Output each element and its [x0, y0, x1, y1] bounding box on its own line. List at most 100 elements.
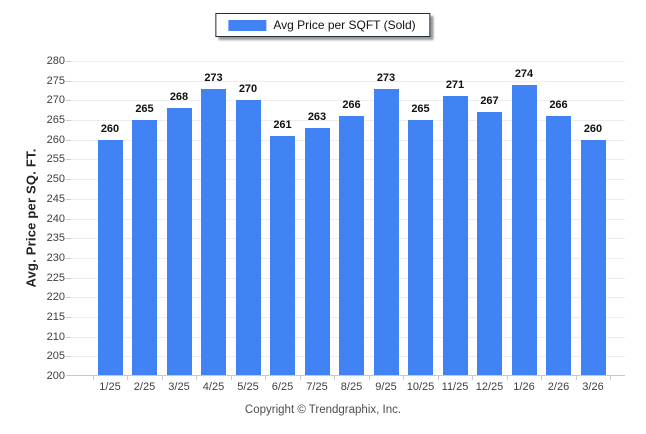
- y-axis-tick-label: 280: [46, 55, 65, 67]
- bar-value-label: 273: [376, 71, 396, 84]
- gridline: [70, 80, 625, 82]
- x-axis-tick-label: 6/25: [271, 381, 294, 393]
- bar-value-label: 265: [411, 103, 430, 116]
- bar-2/25: [132, 120, 157, 376]
- copyright-text: Copyright © Trendgraphix, Inc.: [244, 404, 402, 416]
- legend: Avg Price per SQFT (Sold): [215, 13, 431, 37]
- x-axis-line: [66, 375, 625, 376]
- y-axis-tick-label: 235: [46, 232, 65, 245]
- bar-value-label: 271: [445, 79, 465, 92]
- bar-value-label: 266: [549, 99, 568, 112]
- y-axis-tick-label: 275: [46, 74, 65, 87]
- y-axis-tick-label: 225: [46, 271, 65, 284]
- x-axis-tick-label: 10/25: [406, 381, 435, 393]
- bar-value-label: 274: [514, 67, 534, 80]
- x-tick-mark: [403, 376, 405, 380]
- y-axis-tick-label: 210: [46, 330, 65, 343]
- x-tick-mark: [368, 376, 370, 380]
- bar-5/25: [235, 100, 261, 376]
- y-axis-tick-label: 265: [46, 114, 65, 127]
- y-tick-mark: [66, 159, 71, 161]
- y-axis-tick-label: 270: [46, 94, 65, 107]
- y-tick-mark: [66, 139, 71, 141]
- y-tick-mark: [66, 120, 71, 122]
- y-axis-tick-label: 215: [46, 310, 65, 323]
- bar-value-label: 266: [342, 99, 361, 112]
- bar-6/25: [270, 135, 295, 376]
- x-axis-tick-label: 2/26: [547, 381, 570, 393]
- bar-2/26: [546, 116, 571, 376]
- x-axis-tick-label: 3/25: [168, 381, 190, 393]
- x-tick-mark: [506, 376, 508, 380]
- y-tick-mark: [66, 238, 71, 240]
- x-axis-tick-label: 9/25: [375, 381, 397, 393]
- y-tick-mark: [66, 80, 71, 82]
- legend-swatch-icon: [228, 19, 267, 31]
- y-axis-tick-label: 220: [46, 291, 65, 304]
- x-tick-mark: [92, 376, 94, 380]
- y-tick-mark: [66, 277, 71, 279]
- bar-value-label: 260: [100, 122, 120, 135]
- x-axis-tick-label: 8/25: [340, 381, 363, 393]
- y-tick-mark: [66, 316, 71, 318]
- y-tick-mark: [66, 257, 71, 259]
- x-axis-tick-label: 12/25: [475, 381, 504, 393]
- x-tick-mark: [610, 376, 612, 380]
- y-tick-mark: [66, 336, 71, 338]
- bar-1/26: [511, 84, 537, 376]
- y-tick-mark: [66, 297, 71, 299]
- y-axis-tick-label: 230: [46, 251, 65, 264]
- bar-1/25: [97, 139, 123, 376]
- x-tick-mark: [127, 376, 129, 380]
- x-axis-tick-label: 7/25: [306, 381, 328, 393]
- x-axis-tick-label: 2/25: [133, 381, 156, 393]
- y-axis-tick-label: 205: [46, 350, 65, 363]
- y-tick-mark: [66, 179, 71, 181]
- y-tick-mark: [66, 218, 71, 220]
- plot-area: 260 265 268 273 270 261 263 266 273 265 271 267 274 2…: [66, 61, 625, 380]
- bar-value-label: 267: [480, 95, 499, 108]
- gridline: [70, 100, 625, 102]
- x-tick-mark: [437, 376, 439, 380]
- x-axis-tick-label: 3/26: [582, 381, 604, 393]
- x-axis-tick-label: 11/25: [441, 381, 469, 393]
- x-axis-tick-label: 5/25: [237, 381, 259, 393]
- x-tick-mark: [541, 376, 543, 380]
- bar-3/26: [580, 139, 606, 376]
- y-axis-tick-label: 260: [46, 133, 65, 146]
- y-axis-tick-label: 255: [46, 153, 65, 166]
- y-axis-tick-label: 200: [46, 370, 65, 382]
- x-tick-mark: [472, 376, 474, 380]
- x-tick-mark: [575, 376, 577, 380]
- bar-value-label: 270: [238, 83, 258, 96]
- y-tick-mark: [66, 100, 71, 102]
- bar-value-label: 273: [204, 71, 223, 84]
- gridline: [70, 61, 625, 62]
- bar-12/25: [477, 112, 502, 376]
- bar-11/25: [442, 96, 468, 376]
- x-tick-mark: [299, 376, 301, 380]
- bar-value-label: 268: [169, 91, 189, 104]
- bar-value-label: 261: [273, 118, 292, 131]
- legend-label: Avg Price per SQFT (Sold): [273, 18, 416, 32]
- y-tick-mark: [66, 356, 71, 358]
- bar-value-label: 265: [135, 103, 154, 116]
- x-tick-mark: [334, 376, 336, 380]
- x-tick-mark: [161, 376, 163, 380]
- x-axis-tick-label: 1/26: [513, 381, 535, 393]
- bar-9/25: [373, 88, 399, 376]
- bar-8/25: [339, 116, 364, 376]
- y-axis-tick-label: 240: [46, 212, 65, 225]
- bar-value-label: 260: [583, 122, 603, 135]
- bar-10/25: [408, 120, 433, 376]
- y-tick-mark: [66, 61, 71, 62]
- bar-4/25: [201, 88, 226, 376]
- x-axis-tick-label: 4/25: [202, 381, 225, 393]
- y-axis-tick-label: 250: [46, 173, 65, 186]
- bar-value-label: 263: [307, 110, 327, 123]
- y-axis-tick-label: 245: [46, 192, 65, 205]
- x-axis-tick-label: 1/25: [99, 381, 121, 393]
- bar-7/25: [304, 127, 330, 376]
- y-tick-mark: [66, 198, 71, 200]
